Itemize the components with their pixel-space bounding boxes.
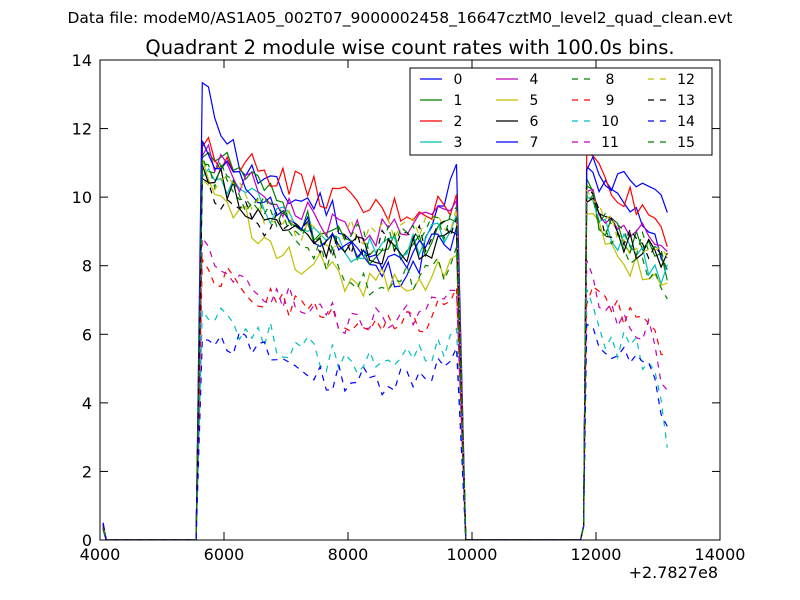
x-offset-label: +2.7827e8 <box>629 563 718 582</box>
series-line-9 <box>102 257 668 540</box>
x-tick-label: 10000 <box>447 545 498 564</box>
legend-label-8: 8 <box>606 72 615 88</box>
series-lines <box>102 81 668 540</box>
legend-label-7: 7 <box>530 135 539 151</box>
series-line-4 <box>102 143 668 540</box>
series-line-13 <box>102 177 668 540</box>
series-line-14 <box>102 323 668 540</box>
legend-label-9: 9 <box>606 93 615 109</box>
series-line-11 <box>102 236 668 540</box>
series-line-5 <box>102 158 668 540</box>
y-tick-label: 0 <box>82 531 92 550</box>
y-tick-label: 10 <box>72 188 92 207</box>
axes-frame <box>99 59 721 541</box>
series-line-0 <box>102 81 668 540</box>
legend-label-4: 4 <box>530 72 539 88</box>
legend-label-3: 3 <box>454 135 463 151</box>
series-line-15 <box>102 162 668 540</box>
legend-label-11: 11 <box>601 135 619 151</box>
x-tick-label: 4000 <box>80 545 121 564</box>
y-tick-label: 4 <box>82 394 92 413</box>
legend-label-10: 10 <box>601 114 619 130</box>
y-tick-label: 2 <box>82 462 92 481</box>
series-line-6 <box>102 165 668 540</box>
legend-label-14: 14 <box>677 114 695 130</box>
series-line-7 <box>102 140 668 540</box>
series-line-1 <box>102 151 668 540</box>
series-line-12 <box>102 175 668 540</box>
legend-frame <box>409 67 713 156</box>
suptitle: Data file: modeM0/AS1A05_002T07_90000024… <box>67 9 732 28</box>
series-line-8 <box>102 157 668 540</box>
legend-label-0: 0 <box>454 72 463 88</box>
y-tick-label: 8 <box>82 257 92 276</box>
x-tick-label: 6000 <box>204 545 245 564</box>
series-line-10 <box>102 288 668 540</box>
y-tick-label: 12 <box>72 120 92 139</box>
legend-label-12: 12 <box>677 72 695 88</box>
x-tick-label: 14000 <box>695 545 746 564</box>
chart-title: Quadrant 2 module wise count rates with … <box>145 36 674 59</box>
series-line-2 <box>102 136 668 540</box>
legend-label-6: 6 <box>530 114 539 130</box>
legend-label-5: 5 <box>530 93 539 109</box>
x-tick-label: 8000 <box>328 545 369 564</box>
y-tick-label: 14 <box>72 51 92 70</box>
legend-label-15: 15 <box>677 135 695 151</box>
x-tick-label: 12000 <box>571 545 622 564</box>
series-line-3 <box>102 167 668 540</box>
legend-label-1: 1 <box>454 93 463 109</box>
legend-label-13: 13 <box>677 93 695 109</box>
legend-label-2: 2 <box>454 114 463 130</box>
y-tick-label: 6 <box>82 325 92 344</box>
